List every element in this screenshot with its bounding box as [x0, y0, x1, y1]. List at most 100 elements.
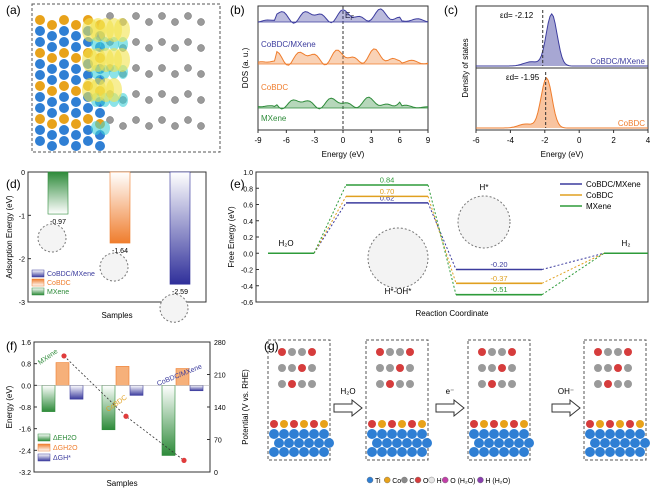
g-co-o-atom — [368, 420, 376, 428]
structure-carbon — [184, 64, 192, 72]
g-ti-atom — [514, 438, 524, 448]
panel-label-c: (c) — [444, 3, 458, 17]
g-ti-atom — [615, 429, 625, 439]
c-xtick-label: 0 — [577, 136, 582, 145]
g-ti-atom — [387, 447, 397, 457]
structure-atom — [47, 141, 57, 151]
fermi-label: EF — [345, 11, 354, 22]
structure-carbon — [171, 18, 179, 26]
g-ti-atom — [524, 438, 534, 448]
structure-carbon — [158, 116, 166, 124]
g-legend-swatch — [442, 476, 449, 484]
structure-carbon — [158, 90, 166, 98]
structure-atom — [59, 70, 69, 80]
f-y2label: Potential (V vs. RHE) — [241, 369, 250, 445]
g-ti-atom — [289, 429, 299, 439]
structure-atom — [35, 15, 45, 25]
g-organic-atom — [308, 348, 316, 356]
g-organic-atom — [594, 364, 602, 372]
g-ti-atom — [269, 447, 279, 457]
panel-label-d: (d) — [6, 177, 21, 191]
g-ti-atom — [422, 438, 432, 448]
g-ti-atom — [319, 447, 329, 457]
g-ti-atom — [294, 438, 304, 448]
f-y2tick-label: 0 — [214, 470, 218, 477]
g-legend-swatch — [366, 476, 374, 484]
e-inset-hoh — [367, 227, 429, 289]
structure-atom — [71, 141, 81, 151]
e-ytick-label: 0.6 — [243, 203, 253, 210]
f-bar-eh2o-2 — [161, 385, 176, 456]
g-legend-swatch — [401, 476, 408, 484]
g-ti-atom — [377, 429, 387, 439]
f-legend-swatch — [37, 443, 51, 452]
e-value-label-ts: 0.70 — [380, 187, 395, 196]
f-ytick-label: 0.0 — [21, 383, 31, 390]
g-ti-atom — [595, 429, 605, 439]
g-legend-label: H — [437, 478, 442, 485]
c-xtick-label: 4 — [646, 136, 651, 145]
c-xtick-label: 2 — [611, 136, 616, 145]
b-xtick-label: -9 — [254, 136, 262, 145]
g-organic-atom — [594, 348, 602, 356]
structure-atom — [35, 26, 45, 36]
structure-atom — [47, 75, 57, 85]
structure-carbon — [145, 44, 153, 52]
g-ti-atom — [585, 429, 595, 439]
g-arrow-label: e⁻ — [446, 387, 455, 396]
g-ti-atom — [284, 438, 294, 448]
g-co-o-atom — [378, 420, 386, 428]
b-xtick-label: 9 — [426, 136, 431, 145]
structure-atom — [47, 53, 57, 63]
g-organic-atom — [308, 364, 316, 372]
d-bar-value-label: -0.97 — [50, 219, 66, 226]
structure-carbon — [171, 44, 179, 52]
g-legend-swatch — [384, 476, 391, 484]
g-co-o-atom — [586, 420, 594, 428]
e-value-label-hstar: -0.51 — [490, 285, 507, 294]
g-legend-label: H (H₂O) — [485, 478, 510, 485]
g-organic-atom — [624, 380, 632, 388]
structure-carbon — [197, 70, 205, 78]
c-dos-cobdc-mxene-line — [476, 12, 648, 67]
g-ti-atom — [610, 438, 620, 448]
g-co-o-atom — [470, 420, 478, 428]
g-organic-atom — [478, 348, 486, 356]
g-co-o-atom — [398, 420, 406, 428]
f-bar-gh2o-1 — [115, 366, 130, 386]
structure-atom — [35, 114, 45, 124]
structure-carbon — [145, 70, 153, 78]
e-inset-hstar — [457, 195, 511, 249]
e-state-h2: H₂ — [622, 239, 631, 248]
e-connector-0-2 — [541, 252, 605, 270]
e-state-h2o: H₂O — [278, 239, 293, 248]
structure-atom — [35, 92, 45, 102]
g-co-o-atom — [320, 420, 328, 428]
g-ti-atom — [382, 438, 392, 448]
structure-carbon — [158, 12, 166, 20]
structure-carbon — [171, 70, 179, 78]
panel-b-dos: EF CoBDC/MXene CoBDC MXene -9 -6 -3 0 3 6 9 En… — [241, 5, 431, 159]
g-ti-atom — [417, 447, 427, 457]
structure-carbon — [132, 90, 140, 98]
g-ti-atom — [635, 447, 645, 457]
structure-carbon — [197, 96, 205, 104]
b-label-mxene: MXene — [261, 114, 287, 123]
structure-atom — [35, 125, 45, 135]
structure-atom — [35, 81, 45, 91]
f-legend-label: ΔGH* — [53, 455, 71, 462]
e-ytick-label: 0.0 — [243, 251, 253, 258]
structure-atom — [83, 136, 93, 146]
structure-atom — [59, 92, 69, 102]
panel-label-b: (b) — [230, 3, 245, 17]
d-adsorption-structure-inset — [159, 293, 189, 323]
g-organic-atom — [376, 348, 384, 356]
b-label-cobdc: CoBDC — [261, 83, 288, 92]
structure-carbon — [106, 116, 114, 124]
c-ed-label-cobdc: εd= -1.95 — [506, 73, 540, 82]
structure-atom — [71, 42, 81, 52]
c-ylabel: Density of states — [461, 38, 470, 97]
structure-carbon — [106, 12, 114, 20]
g-arrow-label: OH⁻ — [558, 387, 574, 396]
